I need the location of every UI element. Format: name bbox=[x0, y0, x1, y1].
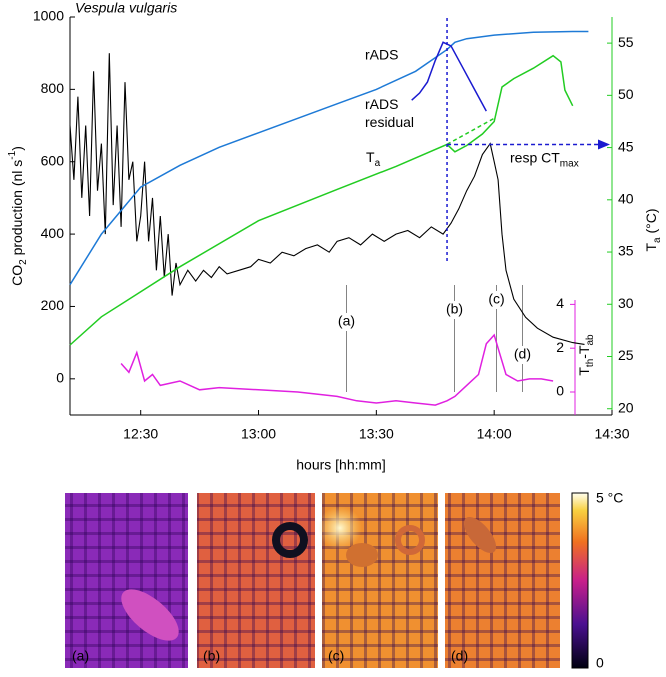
series-line bbox=[69, 54, 574, 346]
hot-spot bbox=[318, 506, 362, 550]
label-part: (°C) bbox=[643, 208, 659, 237]
panel-label: (c) bbox=[328, 648, 344, 664]
marker-label-bg bbox=[334, 313, 359, 331]
y2-tick-label: 55 bbox=[618, 34, 634, 50]
colorbar-min: 0 bbox=[596, 655, 604, 671]
series-line bbox=[69, 30, 589, 286]
label-part: -1 bbox=[7, 150, 18, 159]
series-line bbox=[411, 41, 487, 112]
label-part: T bbox=[366, 149, 375, 165]
y-tick-label: 800 bbox=[41, 80, 65, 96]
y2-tick-label: 30 bbox=[618, 295, 634, 311]
series-line bbox=[120, 333, 554, 406]
marker-label: (b) bbox=[446, 301, 463, 317]
label-part: T bbox=[576, 367, 592, 376]
y2-tick-label: 35 bbox=[618, 243, 634, 259]
y-tick-label: 600 bbox=[41, 152, 65, 168]
marker-label: (d) bbox=[514, 346, 531, 362]
chart-title: Vespula vulgaris bbox=[75, 0, 177, 16]
ring bbox=[395, 525, 425, 555]
y-tick-label: 0 bbox=[56, 370, 64, 386]
grid-overlay bbox=[65, 493, 188, 668]
y-tick-label: 1000 bbox=[33, 8, 64, 24]
colorbar bbox=[571, 492, 589, 669]
x-tick-label: 14:00 bbox=[477, 426, 512, 442]
ct-arrow bbox=[598, 139, 610, 150]
y2-tick-label: 25 bbox=[618, 347, 634, 363]
label-part: a bbox=[375, 158, 381, 169]
colorbar-max: 5 °C bbox=[596, 490, 623, 506]
ct-label: resp CTmax bbox=[510, 149, 579, 169]
wasp bbox=[463, 516, 497, 554]
label-part: -T bbox=[576, 345, 592, 359]
y-axis-label: CO2 production (nl s-1) bbox=[7, 146, 29, 286]
label-line: rADS bbox=[365, 96, 398, 112]
series-line bbox=[446, 117, 495, 146]
y2-tick-label: 50 bbox=[618, 86, 634, 102]
wasp bbox=[346, 543, 378, 567]
grid-overlay bbox=[197, 493, 315, 668]
grid-overlay bbox=[445, 493, 560, 668]
y-tick-label: 400 bbox=[41, 225, 65, 241]
series-label: Ta bbox=[366, 149, 381, 169]
x-tick-label: 13:30 bbox=[359, 426, 394, 442]
panel-label: (b) bbox=[203, 648, 220, 664]
label-part: ab bbox=[585, 334, 596, 346]
series-label: rADS residual bbox=[365, 96, 414, 130]
y2-tick-label: 20 bbox=[618, 399, 634, 415]
label-part: max bbox=[560, 159, 579, 170]
y2-tick-label: 45 bbox=[618, 138, 634, 154]
panel-label: (d) bbox=[451, 648, 468, 664]
label-part: 2 bbox=[18, 259, 29, 265]
y-tick-label: 200 bbox=[41, 297, 65, 313]
x-tick-label: 14:30 bbox=[594, 426, 629, 442]
y2-tick-label: 40 bbox=[618, 191, 634, 207]
label-part: th bbox=[585, 359, 596, 367]
label-part: production (nl s bbox=[9, 160, 25, 260]
series-line bbox=[69, 53, 585, 345]
marker-label: (a) bbox=[338, 313, 355, 329]
thermal-images bbox=[65, 492, 589, 669]
x-axis-label: hours [hh:mm] bbox=[296, 457, 385, 473]
marker-label: (c) bbox=[488, 291, 504, 307]
y3-tick-label: 2 bbox=[556, 339, 564, 355]
wasp bbox=[121, 589, 179, 641]
panel-label: (a) bbox=[72, 648, 89, 664]
series-label: rADS bbox=[365, 47, 398, 63]
x-tick-label: 13:00 bbox=[241, 426, 276, 442]
label-part: resp CT bbox=[510, 149, 560, 165]
marker-label-bg bbox=[442, 301, 467, 319]
marker-label-bg bbox=[510, 346, 535, 364]
y3-tick-label: 0 bbox=[556, 383, 564, 399]
y2-axis-label: Ta (°C) bbox=[643, 208, 663, 251]
ring bbox=[272, 522, 308, 558]
marker-label-bg bbox=[484, 291, 509, 309]
y3-axis-label: Tth-Tab bbox=[576, 334, 596, 376]
label-part: a bbox=[652, 237, 663, 243]
label-part: CO bbox=[9, 265, 25, 286]
label-line: residual bbox=[365, 114, 414, 130]
label-part: T bbox=[643, 243, 659, 252]
y3-tick-label: 4 bbox=[556, 295, 564, 311]
x-tick-label: 12:30 bbox=[123, 426, 158, 442]
label-part: ) bbox=[9, 146, 25, 151]
